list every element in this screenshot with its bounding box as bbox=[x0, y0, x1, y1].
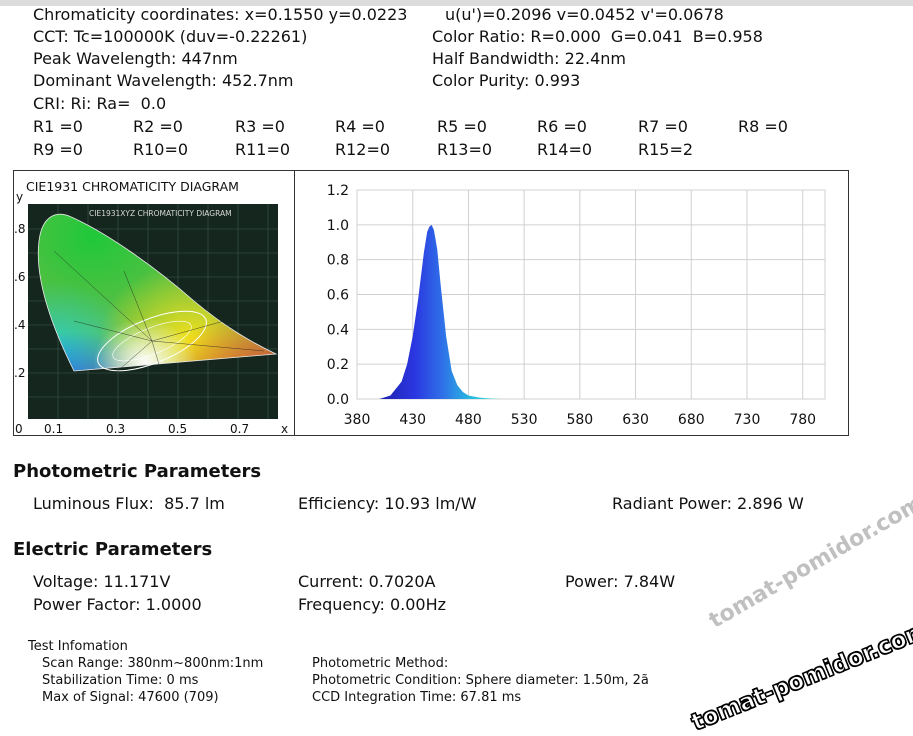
cie-x-label: x bbox=[281, 422, 288, 435]
cie-y-tick: .8 bbox=[14, 222, 25, 236]
ri-value: R2 =0 bbox=[133, 117, 183, 136]
chart-panel bbox=[13, 170, 849, 436]
radiant-power: Radiant Power: 2.896 W bbox=[612, 494, 804, 513]
half-bandwidth: Half Bandwidth: 22.4nm bbox=[432, 49, 627, 68]
ri-value: R6 =0 bbox=[537, 117, 587, 136]
ri-value: R12=0 bbox=[335, 140, 391, 159]
spectrum-x-tick-label: 680 bbox=[678, 412, 705, 428]
cie-x-tick: 0.1 bbox=[44, 422, 63, 435]
cie-x-tick: 0.5 bbox=[168, 422, 187, 435]
spectrum-y-tick-label: 1.2 bbox=[327, 183, 349, 199]
spectrum-y-tick-label: 0.2 bbox=[327, 357, 349, 373]
luminous-flux: Luminous Flux: 85.7 lm bbox=[33, 494, 225, 513]
spectrum-x-tick-label: 430 bbox=[399, 412, 426, 428]
spectrum-y-tick-label: 0.6 bbox=[327, 288, 349, 304]
cie-inner-title: CIE1931XYZ CHROMATICITY DIAGRAM bbox=[89, 209, 232, 218]
cie-x-tick: 0.7 bbox=[230, 422, 249, 435]
region-lines bbox=[53, 250, 265, 397]
ri-value: R4 =0 bbox=[335, 117, 385, 136]
ri-value: R11=0 bbox=[235, 140, 291, 159]
cri-value: CRI: Ri: Ra= 0.0 bbox=[33, 94, 167, 113]
efficiency: Efficiency: 10.93 lm/W bbox=[298, 494, 477, 513]
max-signal: Max of Signal: 47600 (709) bbox=[42, 690, 219, 705]
ri-value: R9 =0 bbox=[33, 140, 83, 159]
panel-divider bbox=[294, 170, 295, 436]
cie-y-tick: .6 bbox=[14, 270, 25, 284]
spectrum-x-tick-label: 480 bbox=[455, 412, 482, 428]
spectrum-x-tick-label: 630 bbox=[622, 412, 649, 428]
spectrum-x-axis: 380 430 480 530 580 630 680 730 780 bbox=[344, 412, 816, 428]
cie-title: CIE1931 CHROMATICITY DIAGRAM bbox=[26, 179, 239, 194]
spectrum-chart: 0.0 0.2 0.4 0.6 0.8 1.0 1.2 380 430 480 530 580 630… bbox=[327, 183, 826, 428]
spectrum-y-tick-label: 0.4 bbox=[327, 322, 349, 338]
stabilization-time: Stabilization Time: 0 ms bbox=[42, 673, 199, 688]
electric-heading: Electric Parameters bbox=[13, 539, 213, 560]
cie-y-label: y bbox=[16, 190, 23, 204]
spectrum-series bbox=[379, 224, 502, 399]
cie-y-tick: .2 bbox=[14, 366, 25, 380]
cie-x-tick: 0.3 bbox=[106, 422, 125, 435]
photometric-heading: Photometric Parameters bbox=[13, 461, 262, 482]
ri-value: R15=2 bbox=[638, 140, 694, 159]
dominant-wavelength: Dominant Wavelength: 452.7nm bbox=[33, 71, 294, 90]
ri-value: R10=0 bbox=[133, 140, 189, 159]
spectrum-y-axis: 0.0 0.2 0.4 0.6 0.8 1.0 1.2 bbox=[327, 183, 349, 408]
ccd-integration-time: CCD Integration Time: 67.81 ms bbox=[312, 690, 522, 705]
cie-x-tick: 0 bbox=[15, 422, 23, 435]
uv-coordinates: u(u')=0.2096 v=0.0452 v'=0.0678 bbox=[445, 5, 724, 24]
spectrum-x-tick-label: 580 bbox=[566, 412, 593, 428]
frequency: Frequency: 0.00Hz bbox=[298, 595, 447, 614]
test-info-heading: Test Infomation bbox=[28, 639, 128, 654]
chromaticity-coordinates: Chromaticity coordinates: x=0.1550 y=0.0… bbox=[33, 5, 408, 24]
scan-range: Scan Range: 380nm~800nm:1nm bbox=[42, 656, 264, 671]
watermark: tomat-pomidor.com bbox=[687, 616, 913, 736]
color-ratio: Color Ratio: R=0.000 G=0.041 B=0.958 bbox=[432, 27, 763, 46]
ri-value: R14=0 bbox=[537, 140, 593, 159]
voltage: Voltage: 11.171V bbox=[33, 572, 171, 591]
current: Current: 0.7020A bbox=[298, 572, 436, 591]
ri-value: R7 =0 bbox=[638, 117, 688, 136]
ri-value: R13=0 bbox=[437, 140, 493, 159]
spectral-locus-outline bbox=[37, 213, 278, 372]
spectral-locus-fill bbox=[38, 214, 276, 371]
spectrum-x-tick-label: 380 bbox=[344, 412, 371, 428]
ri-value: R5 =0 bbox=[437, 117, 487, 136]
cie-y-tick: .4 bbox=[14, 318, 25, 332]
cct-value: CCT: Tc=100000K (duv=-0.22261) bbox=[33, 27, 308, 46]
spectrum-y-tick-label: 1.0 bbox=[327, 218, 349, 234]
spectrum-y-tick-label: 0.8 bbox=[327, 253, 349, 269]
power: Power: 7.84W bbox=[565, 572, 676, 591]
spectrum-x-tick-label: 730 bbox=[734, 412, 761, 428]
cie-diagram: CIE1931 CHROMATICITY DIAGRAM y x CIE1931… bbox=[14, 179, 288, 435]
power-factor: Power Factor: 1.0000 bbox=[33, 595, 202, 614]
spectrum-y-tick-label: 0.0 bbox=[327, 392, 349, 408]
ri-value: R1 =0 bbox=[33, 117, 83, 136]
spectrum-x-tick-label: 530 bbox=[511, 412, 538, 428]
color-purity: Color Purity: 0.993 bbox=[432, 71, 581, 90]
top-separator bbox=[0, 0, 913, 6]
peak-wavelength: Peak Wavelength: 447nm bbox=[33, 49, 238, 68]
spectrum-x-tick-label: 780 bbox=[789, 412, 816, 428]
ri-value: R8 =0 bbox=[738, 117, 788, 136]
ri-value: R3 =0 bbox=[235, 117, 285, 136]
photometric-condition: Photometric Condition: Sphere diameter: … bbox=[312, 673, 649, 688]
photometric-method: Photometric Method: bbox=[312, 656, 449, 671]
